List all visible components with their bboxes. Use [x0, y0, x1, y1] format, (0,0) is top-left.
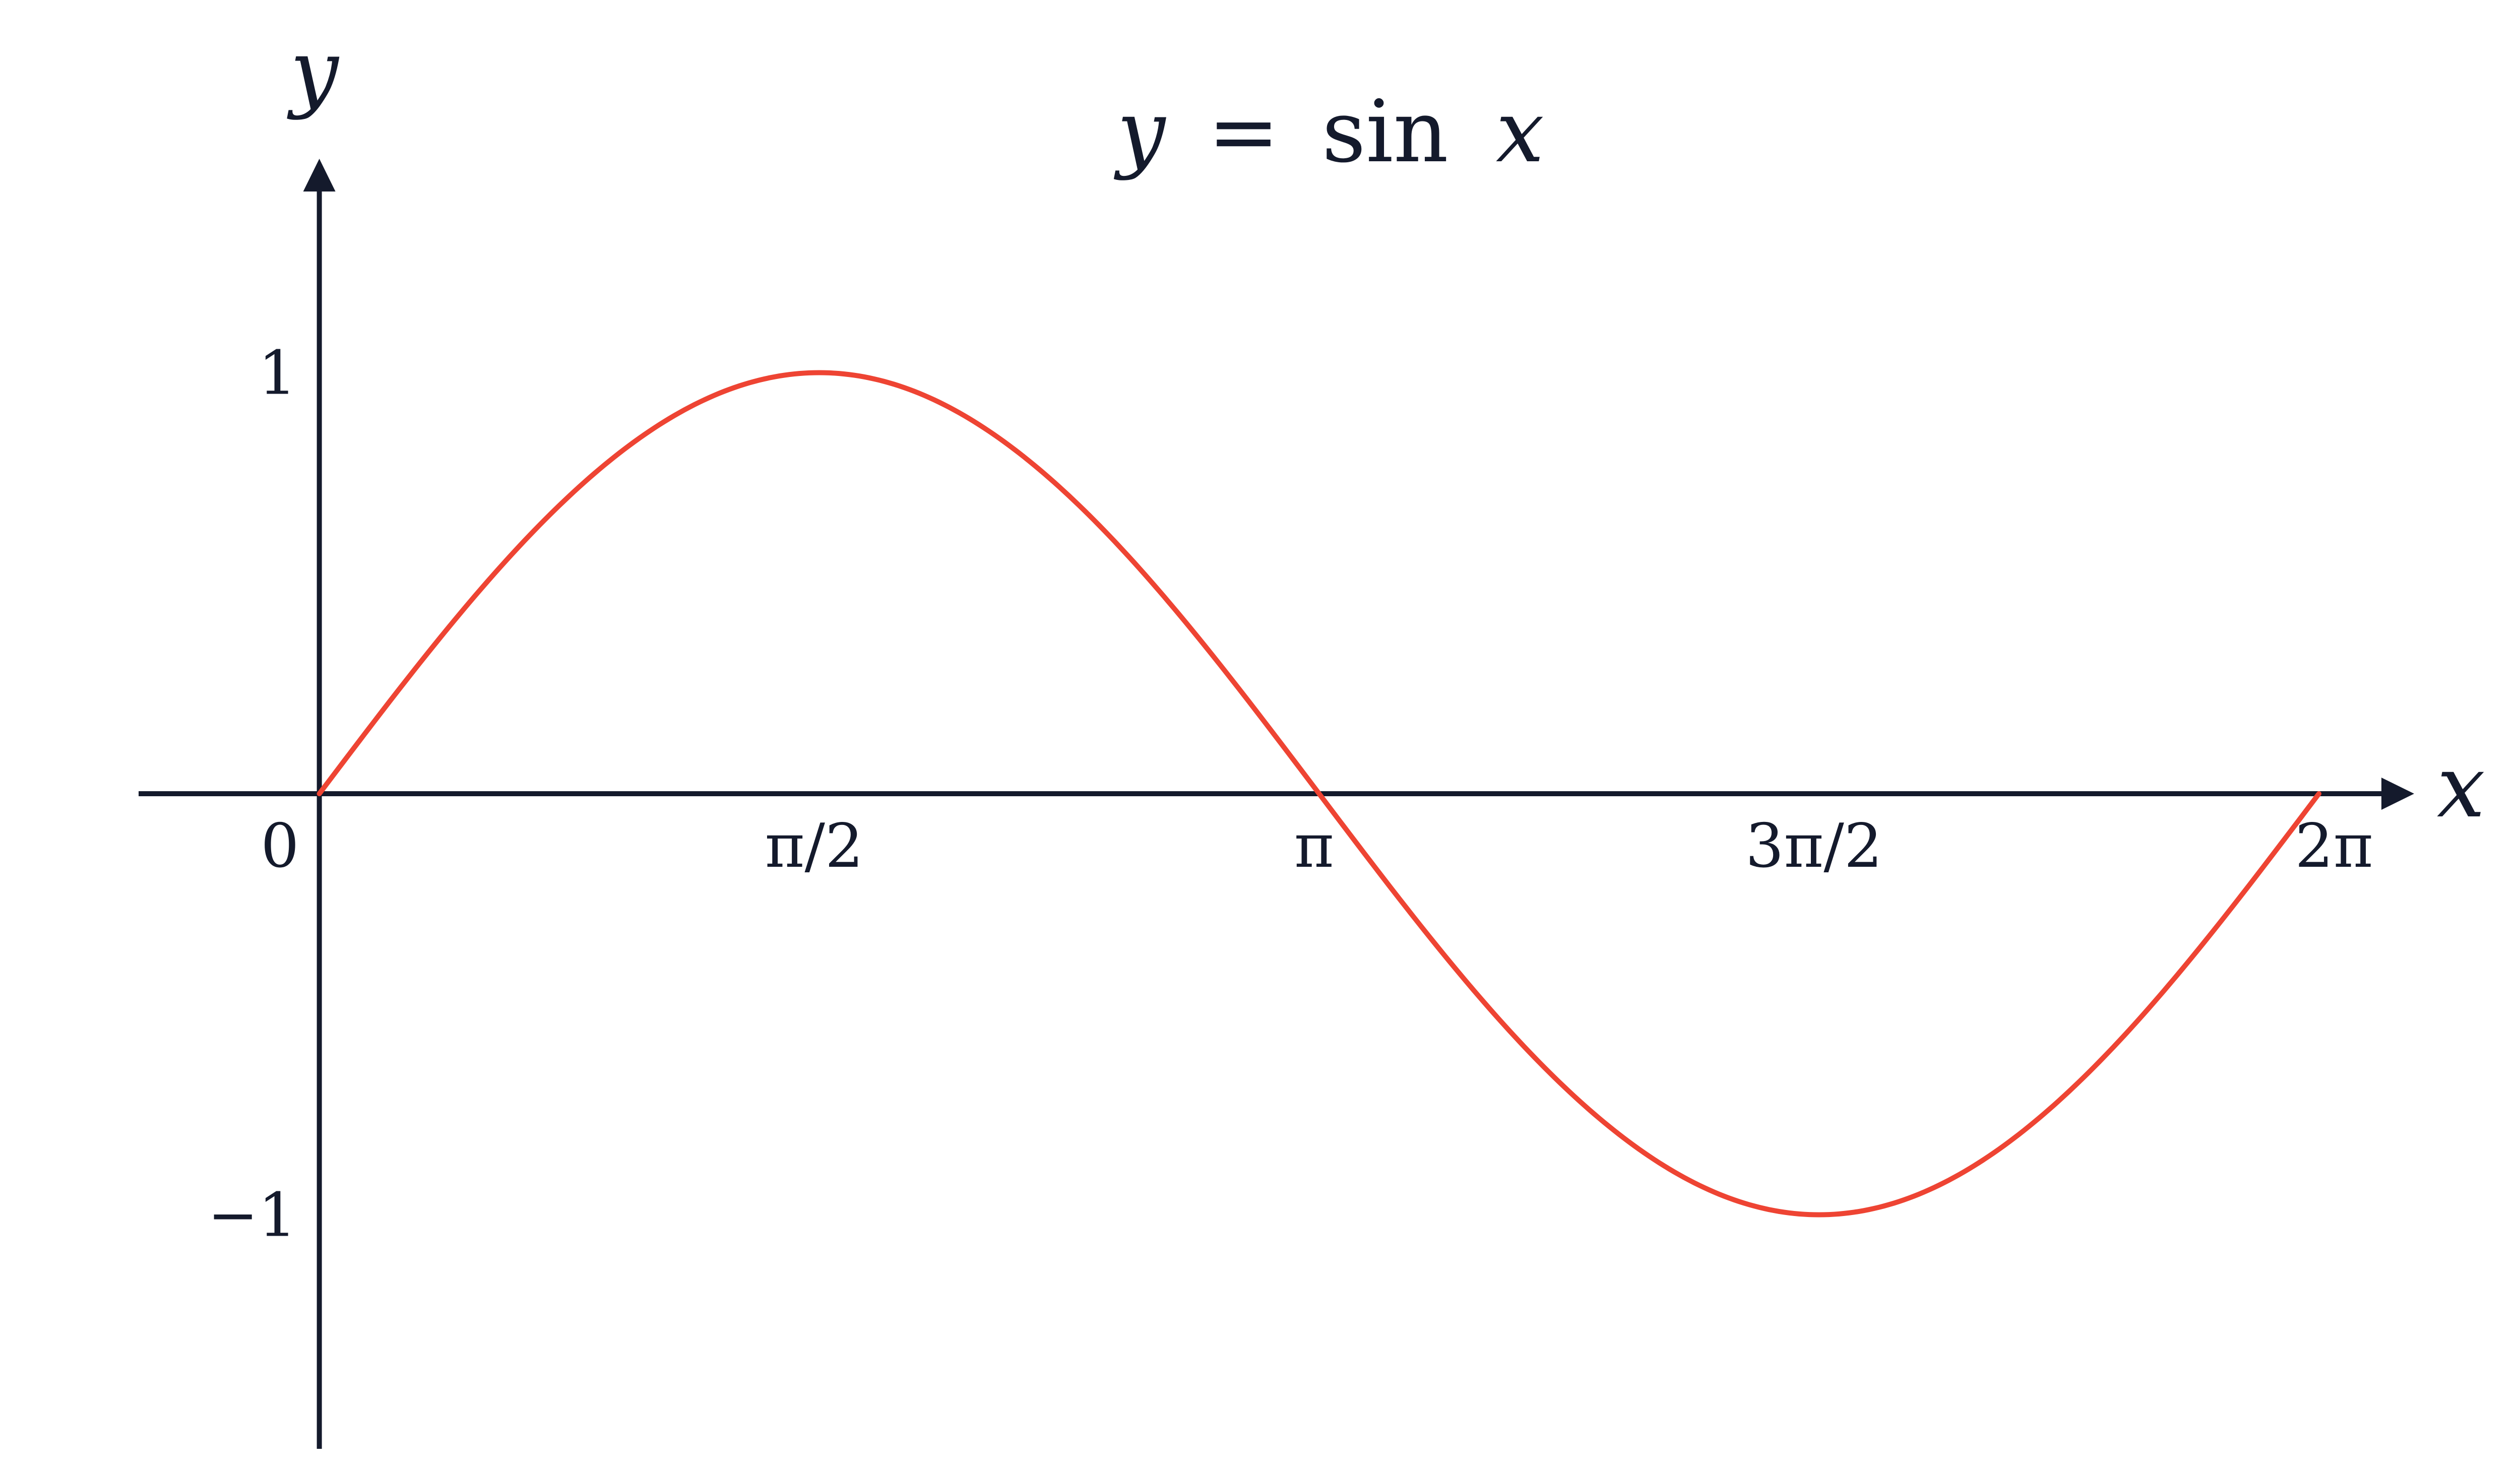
chart-title: y = sin x	[1113, 82, 1544, 182]
x-tick-label: 3π/2	[1745, 811, 1882, 881]
x-tick-label: π	[1294, 811, 1334, 881]
y-tick-label: −1	[208, 1180, 297, 1250]
y-axis-title: y	[287, 22, 340, 121]
series-line-sine	[317, 370, 2322, 1218]
y-tick-labels: 1 −1	[208, 339, 297, 1251]
title-func: sin	[1322, 82, 1448, 182]
x-tick-label: 0	[261, 811, 299, 881]
x-axis-arrow	[2381, 778, 2414, 810]
y-axis-arrow	[303, 159, 336, 191]
x-tick-label: π/2	[765, 811, 864, 881]
x-axis-title: x	[2437, 737, 2485, 837]
x-tick-label: 2π	[2295, 811, 2373, 881]
title-arg: x	[1496, 82, 1544, 182]
title-equals: =	[1208, 82, 1279, 182]
title-lhs: y	[1113, 82, 1166, 182]
y-tick-label: 1	[258, 339, 296, 409]
x-tick-labels: 0 π/2 π 3π/2 2π	[261, 811, 2373, 881]
